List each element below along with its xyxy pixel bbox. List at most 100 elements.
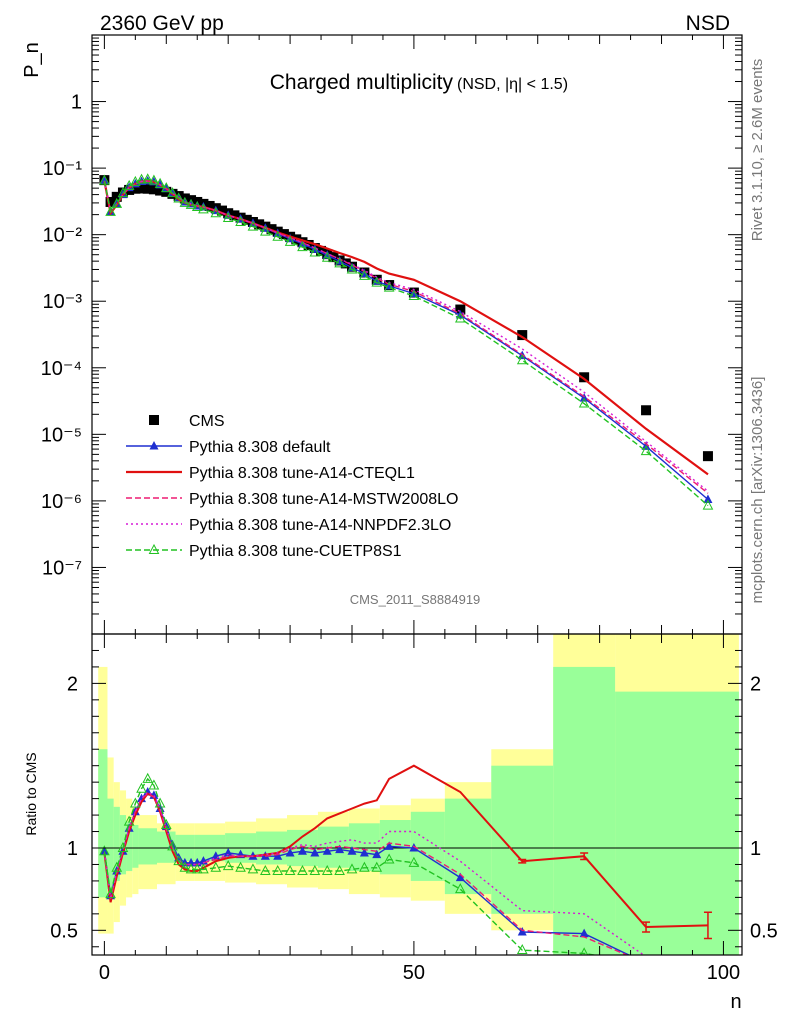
ratio-band-green: [553, 666, 616, 955]
series-1-marker: [703, 494, 713, 503]
series-5-marker: [198, 203, 209, 214]
cms-data-point: [254, 219, 265, 230]
ratio-series-4-marker: [185, 863, 197, 874]
series-5-marker: [272, 230, 284, 241]
series-5-marker: [235, 215, 246, 226]
series-5-marker: [105, 205, 116, 216]
ratio-series-3-line: [103, 791, 645, 955]
series-5-marker: [371, 276, 383, 287]
ratio-series-4-marker: [334, 864, 345, 876]
series-5-marker: [191, 200, 203, 212]
series-5-marker: [142, 173, 154, 184]
series-5-marker: [260, 225, 271, 236]
ratio-band-green: [348, 823, 380, 872]
legend-marker: [149, 441, 159, 450]
ratio-y-tick-label-right: 0.5: [750, 920, 778, 942]
ratio-series-0-marker: [322, 846, 332, 855]
ratio-series-0-marker: [517, 926, 527, 936]
ratio-series-4-marker: [136, 782, 147, 793]
ratio-series-4-marker: [408, 856, 420, 867]
ratio-series-1-error-bar: [580, 852, 589, 861]
legend-marker-cms: [149, 415, 159, 425]
series-5-marker: [359, 269, 370, 280]
legend-item: Pythia 8.308 tune-A14-NNPDF2.3LO: [126, 517, 451, 534]
ratio-series-0-marker: [285, 847, 295, 857]
ratio-series-4-marker: [371, 861, 383, 872]
x-tick-label: 0: [99, 962, 110, 984]
cms-data-point: [517, 330, 528, 341]
ratio-band-green: [444, 798, 492, 895]
ratio-series-4-marker: [516, 943, 528, 955]
legend-label: CMS: [189, 413, 225, 430]
ratio-series-0-marker: [455, 872, 465, 882]
series-5-marker: [210, 207, 222, 218]
main-series: [99, 173, 714, 510]
ratio-band-green: [491, 765, 554, 914]
ratio-series-4-marker: [309, 864, 321, 876]
ratio-series-0-marker: [642, 958, 651, 967]
ratio-band-green: [410, 811, 445, 881]
main-y-tick-label: 10⁻²: [43, 225, 83, 247]
ratio-series-4-marker: [383, 853, 395, 864]
series-5-marker: [247, 220, 259, 231]
ratio-series-4-marker: [160, 818, 172, 829]
ratio-band-green: [138, 828, 157, 865]
chart-subtitle: (NSD, |η| < 1.5): [457, 76, 568, 93]
ratio-series-0-marker: [347, 846, 357, 855]
series-5-marker: [167, 187, 178, 198]
ratio-series-2-line: [103, 792, 629, 955]
ratio-series-4-marker: [235, 861, 246, 872]
analysis-id: CMS_2011_S8884919: [350, 592, 481, 607]
ratio-series-4-marker: [191, 863, 203, 874]
ratio-series-4-marker: [210, 861, 222, 872]
cms-data-point: [136, 183, 147, 194]
ratio-band-green: [107, 798, 114, 890]
ratio-y-tick-label: 2: [67, 673, 78, 695]
ratio-series-4-line: [103, 777, 599, 955]
ratio-band-green: [119, 815, 127, 875]
ratio-series-0-marker: [310, 847, 320, 857]
main-y-tick-label: 10⁻³: [43, 291, 83, 313]
cms-data-point: [579, 372, 590, 383]
header-energy: 2360 GeV pp: [100, 12, 224, 35]
ratio-series-4-marker: [99, 845, 110, 856]
ratio-y-tick-label-right: 2: [750, 673, 761, 695]
cms-data-point: [241, 214, 252, 225]
ratio-band-green: [615, 691, 677, 955]
series-5-marker: [640, 445, 652, 456]
ratio-series-4-marker: [272, 864, 284, 876]
ratio-series-4-marker: [321, 864, 333, 876]
cms-data-point: [155, 185, 166, 196]
series-5-marker: [173, 192, 184, 203]
series-5-marker: [334, 257, 345, 268]
ratio-series-4-marker: [346, 863, 358, 874]
ratio-series-4-marker: [105, 888, 116, 899]
series-5-marker: [702, 499, 714, 510]
series-5-marker: [99, 174, 110, 185]
ratio-series-4-marker: [130, 797, 141, 808]
series-5-marker: [284, 235, 296, 246]
ratio-series-4-marker: [455, 883, 466, 894]
legend-item: Pythia 8.308 tune-A14-MSTW2008LO: [126, 491, 458, 508]
ratio-series-0-marker: [223, 847, 233, 857]
series-5-marker: [578, 397, 590, 408]
cms-data-point: [229, 210, 240, 221]
ratio-series-0-marker: [384, 841, 394, 850]
legend-item: Pythia 8.308 tune-A14-CTEQL1: [126, 465, 415, 482]
main-y-tick-label: 10⁻⁵: [41, 424, 82, 446]
cms-data-point: [142, 183, 153, 194]
legend-label: Pythia 8.308 tune-A14-MSTW2008LO: [189, 491, 458, 508]
ratio-series-4-marker: [142, 772, 154, 783]
ratio-series-0-marker: [297, 846, 307, 855]
legend-item: Pythia 8.308 tune-CUETP8S1: [126, 543, 402, 560]
series-5-line: [103, 178, 709, 507]
ratio-band-green: [677, 691, 739, 955]
ratio-series-0-marker: [335, 844, 345, 854]
legend-label: Pythia 8.308 default: [189, 439, 331, 456]
series-5-marker: [111, 197, 123, 208]
series-2-line: [103, 179, 709, 476]
ratio-series-1-error-bar: [703, 911, 712, 940]
ratio-series-4-marker: [247, 863, 259, 874]
